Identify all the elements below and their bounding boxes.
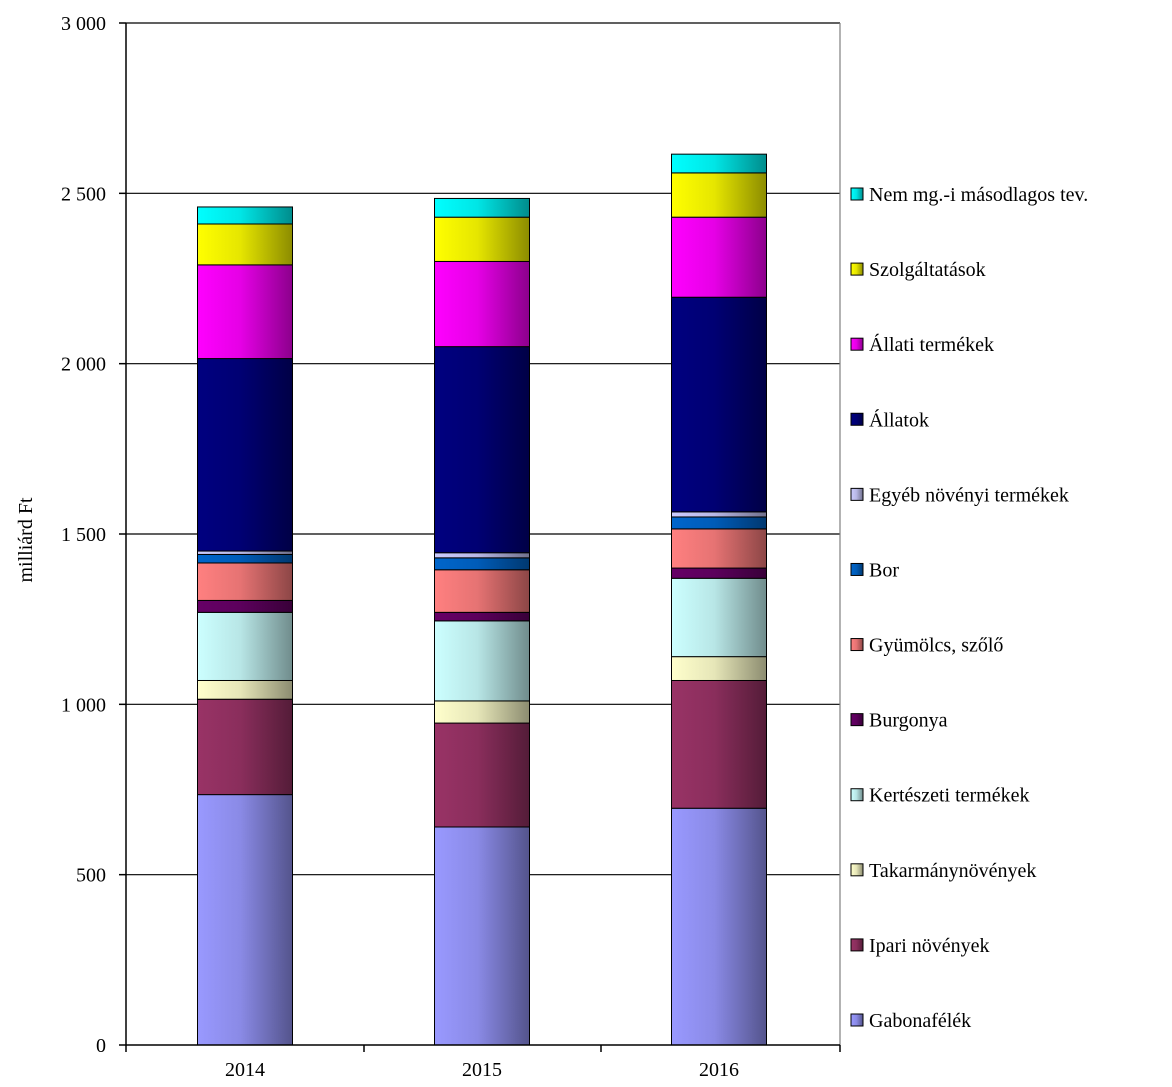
bar-segment-burgonya-2014 [197,599,293,613]
bar-segment-kertészeti-termékek-2015 [434,620,530,702]
bar-segment-nem-mg-i-másodlagos-tev--2015 [434,197,530,218]
bar-segment-takarmánynövények-2016 [671,656,767,681]
legend-swatch [850,638,864,652]
legend-swatch [850,1013,864,1027]
x-tick-label: 2016 [699,1059,739,1081]
y-tick-label: 1 000 [61,694,106,716]
bar-segment-állati-termékek-2015 [434,260,530,348]
legend-label: Nem mg.-i másodlagos tev. [869,184,1088,206]
legend-item: Gabonafélék [850,1010,971,1032]
y-tick-label: 0 [96,1035,106,1057]
legend-item: Állati termékek [850,333,994,356]
legend-label: Szolgáltatások [869,259,986,281]
legend-label: Bor [869,559,899,581]
bar-segment-egyéb-növényi-termékek-2014 [197,550,293,555]
legend-item: Bor [850,559,899,581]
bar-segment-nem-mg-i-másodlagos-tev--2016 [671,153,767,174]
y-tick-label: 2 500 [61,183,106,205]
x-tick-label: 2015 [462,1059,502,1081]
bar-segment-szolgáltatások-2014 [197,223,293,266]
legend-label: Ipari növények [869,935,990,957]
legend-swatch [850,713,864,727]
legend-label: Állatok [869,408,929,431]
bar-segment-bor-2014 [197,553,293,564]
legend-item: Ipari növények [850,935,990,957]
legend-item: Szolgáltatások [850,259,986,281]
bar-segment-szolgáltatások-2015 [434,216,530,262]
bar-segment-gyümölcs-szőlő-2015 [434,569,530,613]
y-tick-label: 500 [76,865,106,887]
legend-swatch [850,562,864,576]
bar-segment-gyümölcs-szőlő-2014 [197,562,293,601]
bar-segment-nem-mg-i-másodlagos-tev--2014 [197,206,293,225]
legend-item: Kertészeti termékek [850,785,1029,807]
bar-segment-gyümölcs-szőlő-2016 [671,528,767,569]
legend-swatch [850,788,864,802]
legend-item: Állatok [850,408,929,431]
bar-segment-állatok-2015 [434,346,530,554]
legend-label: Burgonya [869,710,948,732]
y-tick-label: 2 000 [61,354,106,376]
axes [119,22,841,1052]
legend-label: Gabonafélék [869,1010,971,1032]
legend-item: Egyéb növényi termékek [850,484,1069,506]
bar-segment-takarmánynövények-2015 [434,700,530,724]
y-axis-title: milliárd Ft [15,497,37,582]
legend-label: Egyéb növényi termékek [869,484,1069,506]
bar-segment-állatok-2016 [671,296,767,513]
legend-swatch [850,187,864,201]
legend-label: Gyümölcs, szőlő [869,635,1003,657]
legend-swatch [850,337,864,351]
bar-segment-bor-2015 [434,557,530,571]
bar-segment-kertészeti-termékek-2014 [197,611,293,681]
bar-segment-kertészeti-termékek-2016 [671,577,767,658]
legend-item: Burgonya [850,710,948,732]
bar-segment-burgonya-2016 [671,567,767,579]
bar-segment-ipari-növények-2014 [197,698,293,796]
legend-swatch [850,262,864,276]
bar-segment-takarmánynövények-2014 [197,679,293,700]
bar-segment-bor-2016 [671,516,767,530]
bar-segment-gabonafélék-2014 [197,794,293,1046]
legend-label: Állati termékek [869,333,994,356]
bar-segment-ipari-növények-2016 [671,679,767,809]
bar-segment-állatok-2014 [197,358,293,552]
bar-segment-gabonafélék-2015 [434,826,530,1046]
legend-label: Takarmánynövények [869,860,1036,882]
legend-swatch [850,863,864,877]
legend: Nem mg.-i másodlagos tev. Szolgáltatások Á… [850,184,1088,1032]
bar-segment-egyéb-növényi-termékek-2016 [671,511,767,518]
bar-segment-egyéb-növényi-termékek-2015 [434,552,530,559]
legend-swatch [850,412,864,426]
bar-segment-állati-termékek-2016 [671,216,767,298]
bar-segment-szolgáltatások-2016 [671,172,767,218]
y-tick-label: 1 500 [61,524,106,546]
legend-label: Kertészeti termékek [869,785,1029,807]
y-tick-label: 3 000 [61,13,106,35]
legend-item: Gyümölcs, szőlő [850,635,1003,657]
y-tick-labels: 0 500 1 000 1 500 2 000 2 500 3 000 [61,13,106,1057]
legend-swatch [850,938,864,952]
bar-segment-gabonafélék-2016 [671,807,767,1046]
legend-item: Nem mg.-i másodlagos tev. [850,184,1088,206]
legend-item: Takarmánynövények [850,860,1036,882]
bar-segment-ipari-növények-2015 [434,722,530,828]
bars [197,153,767,1046]
x-tick-label: 2014 [225,1059,265,1081]
bar-segment-állati-termékek-2014 [197,264,293,360]
x-tick-labels: 2014 2015 2016 [225,1059,739,1081]
legend-swatch [850,487,864,501]
bar-segment-burgonya-2015 [434,611,530,622]
